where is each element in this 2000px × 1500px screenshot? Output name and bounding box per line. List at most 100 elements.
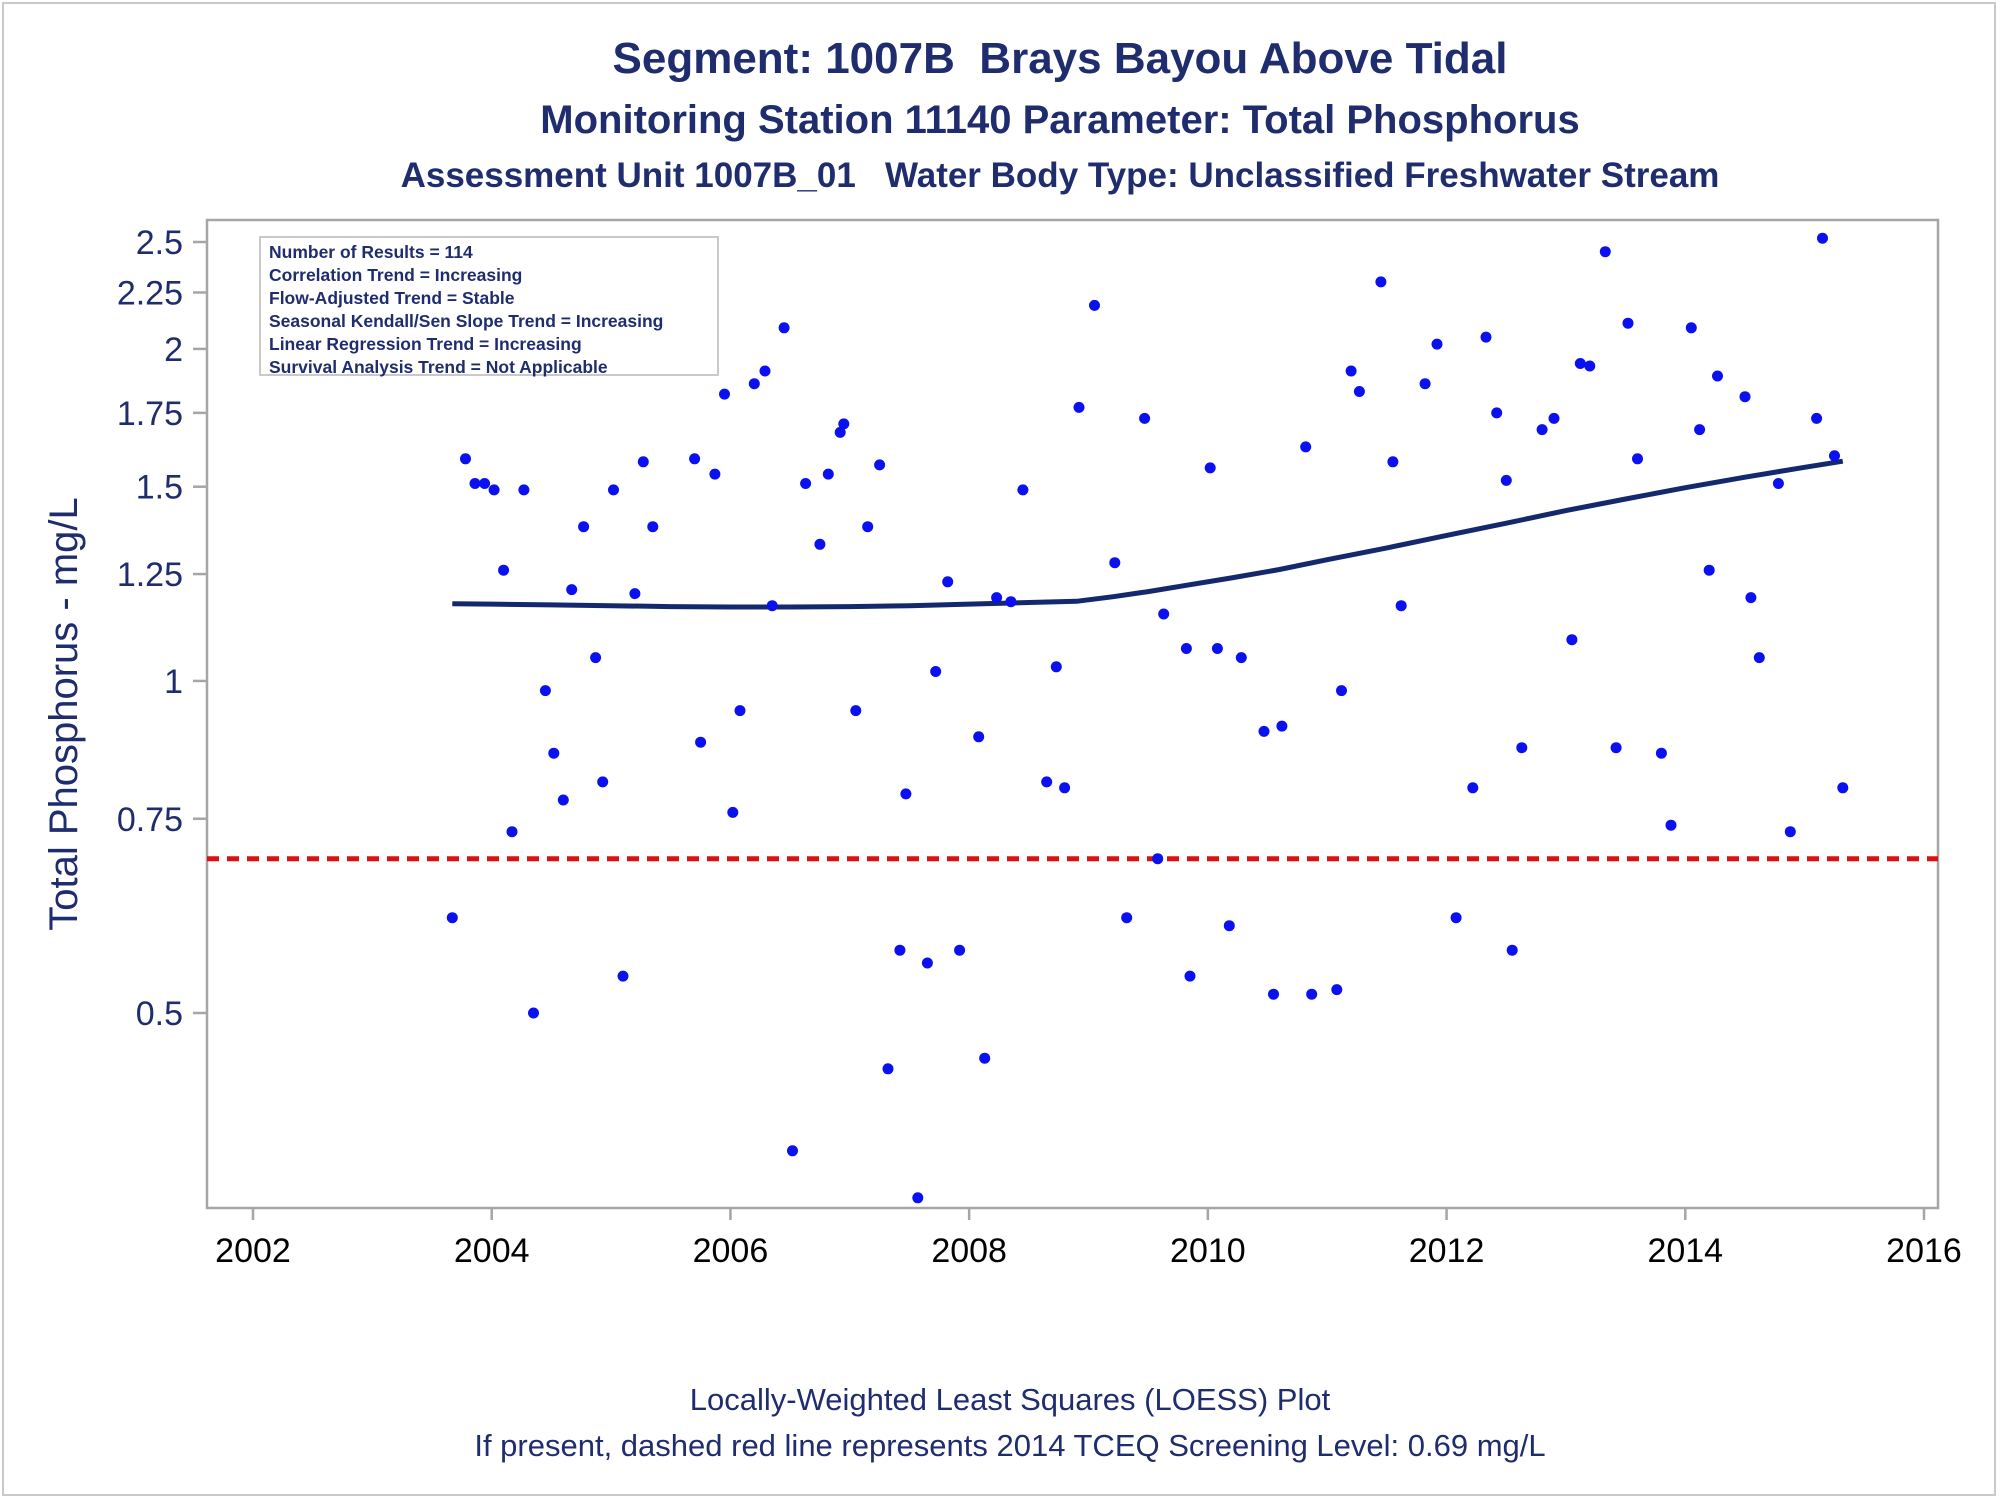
stat-linear-regression-trend: Linear Regression Trend = Increasing bbox=[269, 334, 582, 354]
data-point bbox=[921, 957, 933, 969]
data-point bbox=[1772, 478, 1784, 489]
data-point bbox=[850, 705, 862, 717]
x-tick-label: 2006 bbox=[693, 1232, 769, 1270]
stat-flow-adjusted-trend: Flow-Adjusted Trend = Stable bbox=[269, 288, 515, 308]
data-point bbox=[578, 521, 590, 533]
data-point bbox=[566, 584, 578, 596]
chart-subtitle-2: Assessment Unit 1007B_01 Water Body Type… bbox=[400, 156, 1720, 195]
data-point bbox=[557, 794, 569, 806]
data-point bbox=[1685, 322, 1697, 334]
data-point bbox=[647, 521, 659, 533]
data-point bbox=[1632, 453, 1643, 465]
data-point bbox=[617, 970, 629, 982]
y-tick-label: 2.5 bbox=[136, 224, 183, 262]
data-point bbox=[727, 806, 739, 818]
x-tick-label: 2010 bbox=[1170, 1232, 1246, 1270]
data-point bbox=[1345, 365, 1357, 377]
data-point bbox=[1610, 742, 1622, 754]
data-point bbox=[1694, 424, 1706, 436]
data-point bbox=[1300, 441, 1312, 453]
data-point bbox=[539, 685, 551, 697]
data-point bbox=[942, 576, 954, 588]
data-point bbox=[709, 468, 721, 480]
data-point bbox=[748, 378, 760, 390]
y-tick-label: 0.75 bbox=[117, 801, 183, 839]
data-point bbox=[1139, 412, 1151, 424]
data-point bbox=[460, 453, 471, 465]
data-point bbox=[719, 388, 730, 400]
data-point bbox=[900, 788, 912, 800]
data-point bbox=[1235, 652, 1247, 664]
data-point bbox=[1158, 608, 1170, 620]
data-point bbox=[1506, 944, 1518, 956]
data-point bbox=[1467, 782, 1479, 794]
data-point bbox=[498, 564, 510, 576]
data-point bbox=[1005, 596, 1017, 608]
data-point bbox=[1387, 456, 1399, 468]
data-point bbox=[637, 456, 649, 468]
data-point bbox=[1837, 782, 1849, 794]
data-point bbox=[1665, 819, 1677, 831]
data-point bbox=[1331, 984, 1343, 996]
data-point bbox=[1109, 557, 1121, 569]
data-point bbox=[1017, 484, 1029, 496]
y-axis: 0.5 0.75 1 1.25 1.5 1.75 2 2.25 2.5 bbox=[117, 224, 207, 1033]
data-point bbox=[689, 453, 701, 465]
x-tick-label: 2014 bbox=[1647, 1232, 1723, 1270]
x-tick-label: 2004 bbox=[454, 1232, 530, 1270]
data-point bbox=[991, 592, 1003, 604]
stat-correlation-trend: Correlation Trend = Increasing bbox=[269, 265, 523, 285]
data-point bbox=[506, 826, 518, 838]
data-point bbox=[1073, 401, 1085, 413]
data-point bbox=[1753, 652, 1765, 664]
data-point bbox=[834, 426, 846, 438]
y-tick-label: 0.5 bbox=[136, 995, 183, 1033]
data-point bbox=[695, 736, 707, 748]
data-point bbox=[1548, 412, 1560, 424]
data-point bbox=[1204, 462, 1216, 474]
data-point bbox=[597, 776, 609, 788]
y-axis-label: Total Phosphorus - mg/L bbox=[42, 497, 86, 931]
chart-title: Segment: 1007B Brays Bayou Above Tidal bbox=[612, 34, 1508, 83]
trend-stats-box: Number of Results = 114 Correlation Tren… bbox=[259, 236, 719, 377]
data-point bbox=[590, 652, 602, 664]
data-point bbox=[930, 666, 942, 677]
data-point bbox=[1817, 232, 1828, 244]
data-point bbox=[1121, 912, 1133, 924]
data-point bbox=[479, 478, 491, 489]
loess-trend-line bbox=[452, 458, 1844, 610]
data-points bbox=[446, 232, 1849, 1204]
data-point bbox=[1375, 276, 1387, 288]
data-point bbox=[1419, 378, 1431, 390]
data-point bbox=[1811, 412, 1823, 424]
data-point bbox=[1268, 988, 1279, 1000]
data-point bbox=[787, 1145, 798, 1157]
data-point bbox=[1500, 474, 1512, 486]
data-point bbox=[1152, 853, 1164, 865]
data-point bbox=[894, 944, 906, 956]
data-point bbox=[1745, 592, 1757, 604]
data-point bbox=[1395, 600, 1407, 612]
y-tick-label: 1.75 bbox=[117, 395, 183, 433]
data-point bbox=[1089, 299, 1100, 311]
data-point bbox=[1516, 742, 1528, 754]
data-point bbox=[446, 912, 458, 924]
data-point bbox=[814, 538, 826, 550]
chart-subtitle: Monitoring Station 11140 Parameter: Tota… bbox=[540, 98, 1580, 142]
stat-seasonal-kendall-trend: Seasonal Kendall/Sen Slope Trend = Incre… bbox=[269, 311, 664, 331]
footnote-method: Locally-Weighted Least Squares (LOESS) P… bbox=[689, 1382, 1331, 1417]
data-point bbox=[608, 484, 619, 496]
data-point bbox=[766, 600, 778, 612]
data-point bbox=[518, 484, 530, 496]
data-point bbox=[469, 478, 481, 489]
data-point bbox=[1622, 317, 1634, 329]
data-point bbox=[1353, 386, 1365, 397]
data-point bbox=[1050, 661, 1062, 673]
data-point bbox=[1180, 643, 1192, 654]
footnote-screening-level: If present, dashed red line represents 2… bbox=[474, 1428, 1546, 1463]
y-tick-label: 2.25 bbox=[117, 274, 183, 312]
data-point bbox=[1566, 634, 1578, 646]
data-point bbox=[1223, 920, 1235, 932]
